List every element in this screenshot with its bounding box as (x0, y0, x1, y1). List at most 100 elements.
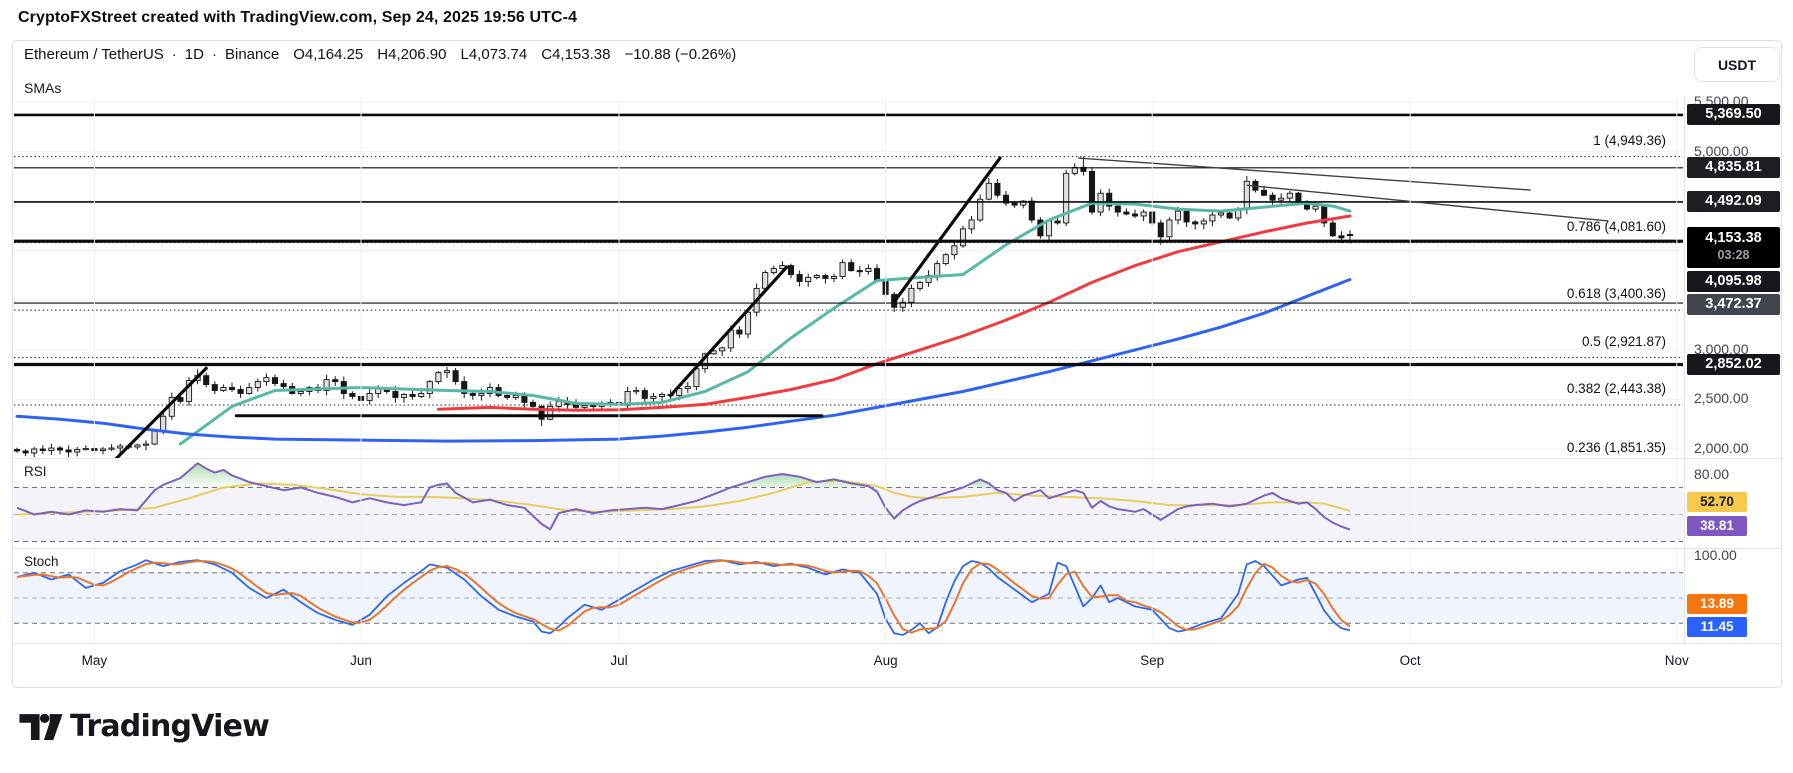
candle (435, 371, 442, 385)
candle (142, 440, 150, 451)
exchange-label: Binance (224, 46, 280, 63)
candle (1312, 204, 1319, 212)
candle (899, 298, 906, 312)
main-pane[interactable] (14, 101, 1683, 459)
time-axis-month-jun[interactable]: Jun (350, 653, 372, 668)
candle (409, 390, 416, 400)
candle (1071, 163, 1078, 176)
candle (323, 374, 330, 396)
interval-label[interactable]: 1D (184, 46, 204, 63)
candle (641, 387, 648, 404)
candle (56, 445, 64, 455)
candle (263, 373, 270, 386)
candle (1321, 204, 1328, 228)
candle (1002, 191, 1010, 207)
currency-toggle-button[interactable]: USDT (1694, 47, 1780, 82)
candle (108, 444, 115, 451)
candle (1114, 204, 1121, 217)
candle (74, 446, 81, 457)
candle (443, 366, 451, 379)
trendline-wedge-lower (1246, 184, 1609, 222)
trendline-jul-rally (668, 265, 789, 398)
fib-level-label: 1 (4,949.36) (1593, 132, 1666, 148)
candle (332, 376, 339, 386)
header-credit: CryptoFXStreet created with TradingView.… (18, 9, 578, 26)
price-scale-label: 2,500.00 (1694, 390, 1749, 407)
price-line-badge: 4,492.09 (1687, 191, 1780, 213)
price-scale-label: 2,000.00 (1694, 440, 1749, 456)
candle (770, 265, 777, 275)
candle (1088, 167, 1096, 215)
candle (1063, 169, 1070, 227)
ohlc-low: L4,073.74 (460, 46, 528, 63)
stoch-value-badge: 13.89 (1687, 594, 1747, 614)
chart-widget-frame (12, 40, 1782, 688)
candle (1123, 208, 1130, 216)
candle (228, 382, 236, 392)
candle (400, 393, 408, 403)
tradingview-wordmark: TradingView (70, 709, 270, 744)
candle (994, 179, 1001, 198)
price-line-badge: 3,472.37 (1687, 294, 1780, 315)
candle (813, 273, 820, 280)
time-axis-month-nov[interactable]: Nov (1664, 653, 1689, 668)
overlay-lines (13, 96, 1780, 644)
candle (134, 443, 141, 450)
candle (1131, 209, 1139, 218)
candle (246, 383, 253, 395)
candle (237, 385, 244, 398)
candle (1226, 210, 1233, 220)
candle (658, 392, 666, 402)
candle (1183, 207, 1190, 228)
candle (366, 389, 373, 405)
candle (848, 259, 855, 272)
trendline-aug-rally (892, 156, 1002, 304)
fib-level-label: 0.382 (2,443.38) (1566, 381, 1666, 397)
candle (1209, 210, 1216, 227)
candle (951, 242, 958, 260)
time-axis-month-jul[interactable]: Jul (610, 653, 628, 668)
time-axis-month-may[interactable]: May (81, 653, 108, 668)
candle (82, 445, 89, 451)
tradingview-logo-icon (19, 713, 63, 740)
time-axis-month-sep[interactable]: Sep (1140, 653, 1165, 668)
stoch-pane-label[interactable]: Stoch (24, 554, 59, 569)
candle (1037, 217, 1044, 239)
rsi-pane-label[interactable]: RSI (24, 464, 47, 479)
candle (220, 384, 227, 392)
fib-level-label: 0.618 (3,400.36) (1566, 286, 1666, 302)
bar-countdown: 03:28 (1717, 248, 1750, 262)
candle (959, 225, 967, 248)
candle (1192, 220, 1199, 230)
candle (624, 386, 631, 410)
price-line-badge: 2,852.02 (1687, 354, 1780, 376)
price-line-badge: 4,095.98 (1687, 271, 1780, 292)
candle (117, 443, 124, 454)
fib-level-label: 0.786 (4,081.60) (1566, 218, 1666, 234)
candle (48, 443, 55, 455)
candle (14, 447, 21, 453)
candle (1106, 188, 1113, 211)
candle (1269, 192, 1276, 205)
fib-level-label: 0.5 (2,921.87) (1581, 333, 1666, 349)
candle (916, 280, 924, 291)
candle (65, 445, 72, 458)
candle (185, 376, 193, 406)
price-line-badge: 5,369.50 (1687, 104, 1780, 126)
rsi-pane[interactable] (14, 462, 1683, 542)
indicator-label-smas[interactable]: SMAs (24, 80, 62, 96)
ohlc-open: O4,164.25 (293, 46, 364, 63)
candle (1329, 219, 1336, 238)
stoch-pane[interactable] (14, 559, 1683, 636)
price-scale-label: 3,000.00 (1694, 340, 1749, 357)
time-axis-month-oct[interactable]: Oct (1399, 653, 1421, 668)
candle (830, 273, 838, 282)
candle (22, 449, 29, 457)
time-axis-month-aug[interactable]: Aug (873, 653, 898, 668)
symbol-name[interactable]: Ethereum / TetherUS (24, 46, 164, 63)
candle (1166, 217, 1173, 242)
candle (822, 273, 829, 284)
candle (942, 253, 949, 266)
